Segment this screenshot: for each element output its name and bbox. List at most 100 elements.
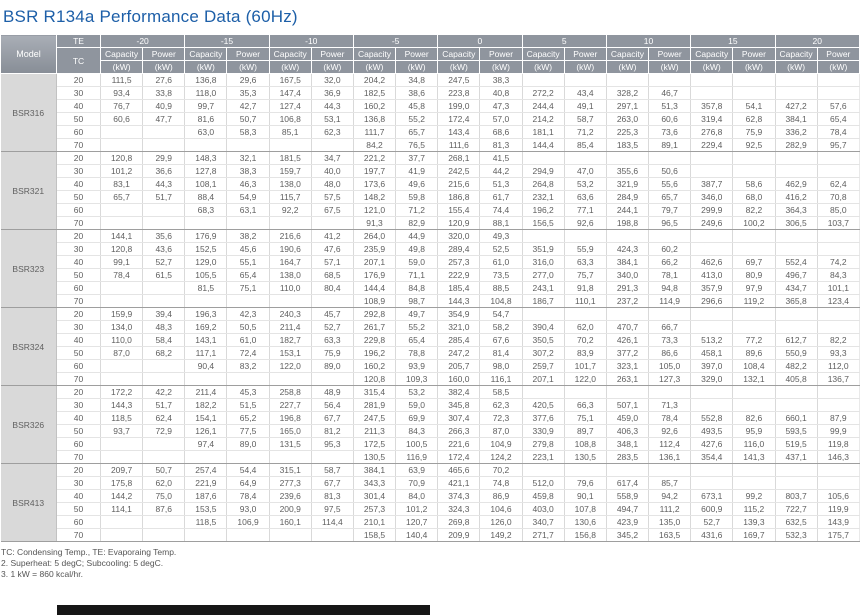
capacity-cell: 87,0 bbox=[100, 346, 144, 360]
temp-header: -15 bbox=[184, 34, 270, 48]
power-cell: 58,7 bbox=[564, 112, 607, 126]
power-cell: 139,3 bbox=[732, 515, 776, 529]
power-cell: 54,1 bbox=[732, 99, 776, 113]
power-cell: 29,9 bbox=[142, 151, 186, 165]
capacity-header: Capacity bbox=[521, 47, 565, 61]
power-header: Power bbox=[142, 47, 186, 61]
power-cell: 46,3 bbox=[226, 177, 270, 191]
capacity-cell: 345,8 bbox=[437, 398, 481, 412]
power-cell: 34,7 bbox=[311, 151, 354, 165]
power-cell bbox=[564, 385, 607, 399]
power-cell: 83,2 bbox=[226, 359, 270, 373]
capacity-cell: 264,8 bbox=[522, 177, 565, 191]
capacity-cell: 84,2 bbox=[353, 138, 397, 152]
power-header: Power bbox=[563, 47, 607, 61]
power-cell: 87,0 bbox=[479, 424, 523, 438]
power-cell bbox=[564, 151, 607, 165]
temp-header: 5 bbox=[521, 34, 607, 48]
capacity-cell bbox=[100, 515, 144, 529]
power-cell bbox=[817, 151, 860, 165]
capacity-cell: 424,3 bbox=[606, 242, 650, 256]
power-cell bbox=[311, 216, 354, 230]
capacity-cell: 211,3 bbox=[353, 424, 397, 438]
power-cell: 74,8 bbox=[479, 476, 523, 490]
capacity-cell: 136,8 bbox=[353, 112, 397, 126]
capacity-cell: 181,1 bbox=[522, 125, 565, 139]
table-row: 50 60,6 47,7 81,6 50,7 106,8 53,1 136,8 55,2 172,… bbox=[1, 112, 860, 126]
power-cell: 58,5 bbox=[479, 385, 523, 399]
power-cell: 55,2 bbox=[395, 320, 439, 334]
capacity-cell: 266,3 bbox=[437, 424, 481, 438]
capacity-cell: 173,6 bbox=[353, 177, 397, 191]
capacity-cell: 221,9 bbox=[184, 476, 228, 490]
capacity-cell: 382,4 bbox=[437, 385, 481, 399]
capacity-cell bbox=[690, 242, 734, 256]
tc-cell: 50 bbox=[56, 112, 101, 126]
capacity-cell: 258,8 bbox=[269, 385, 312, 399]
capacity-cell: 261,7 bbox=[353, 320, 397, 334]
power-cell: 75,9 bbox=[732, 125, 776, 139]
capacity-cell: 216,6 bbox=[269, 229, 312, 243]
power-cell: 146,3 bbox=[817, 450, 860, 464]
tc-cell: 40 bbox=[56, 99, 101, 113]
power-cell: 85,4 bbox=[564, 138, 607, 152]
capacity-cell: 144,2 bbox=[100, 489, 144, 503]
power-cell: 75,0 bbox=[142, 489, 186, 503]
power-cell: 50,7 bbox=[142, 463, 186, 477]
power-cell: 57,1 bbox=[311, 255, 354, 269]
capacity-cell: 160,1 bbox=[269, 515, 312, 529]
capacity-cell: 612,7 bbox=[775, 333, 818, 347]
capacity-cell: 164,7 bbox=[269, 255, 312, 269]
capacity-cell: 320,0 bbox=[437, 229, 481, 243]
capacity-cell: 384,1 bbox=[606, 255, 650, 269]
power-cell bbox=[817, 463, 860, 477]
capacity-cell bbox=[606, 307, 650, 321]
capacity-cell: 459,8 bbox=[522, 489, 565, 503]
capacity-cell: 600,9 bbox=[690, 502, 734, 516]
power-cell: 68,2 bbox=[142, 346, 186, 360]
power-cell: 108,8 bbox=[564, 437, 607, 451]
power-cell bbox=[142, 450, 186, 464]
capacity-cell: 329,0 bbox=[690, 372, 734, 386]
power-cell: 57,0 bbox=[479, 112, 523, 126]
power-cell: 78,8 bbox=[395, 346, 439, 360]
capacity-cell: 131,5 bbox=[269, 437, 312, 451]
power-cell: 32,0 bbox=[311, 73, 354, 87]
tc-cell: 20 bbox=[56, 229, 101, 243]
tc-cell: 20 bbox=[56, 151, 101, 165]
capacity-cell: 259,7 bbox=[522, 359, 565, 373]
tc-cell: 50 bbox=[56, 190, 101, 204]
capacity-cell: 120,8 bbox=[100, 242, 144, 256]
table-row: 70 158,5 140,4 209,9 149,2 271,7 156,8 345,2 163… bbox=[1, 528, 860, 542]
power-cell bbox=[817, 307, 860, 321]
capacity-cell: 315,4 bbox=[353, 385, 397, 399]
capacity-cell: 306,5 bbox=[775, 216, 818, 230]
unit-header: (kW) bbox=[395, 60, 439, 74]
capacity-cell: 147,4 bbox=[269, 86, 312, 100]
power-cell: 109,3 bbox=[395, 372, 439, 386]
capacity-header: Capacity bbox=[605, 47, 650, 61]
power-cell bbox=[226, 216, 270, 230]
capacity-cell: 182,5 bbox=[353, 86, 397, 100]
page-title: BSR R134a Performance Data (60Hz) bbox=[3, 7, 298, 26]
power-cell: 63,3 bbox=[311, 333, 354, 347]
capacity-cell: 63,0 bbox=[184, 125, 228, 139]
power-cell: 71,3 bbox=[648, 398, 692, 412]
capacity-cell: 138,0 bbox=[269, 177, 312, 191]
power-cell: 73,5 bbox=[479, 268, 523, 282]
unit-header: (kW) bbox=[648, 60, 692, 74]
power-cell bbox=[817, 476, 860, 490]
tc-cell: 50 bbox=[56, 346, 101, 360]
capacity-cell bbox=[269, 138, 312, 152]
capacity-cell bbox=[690, 476, 734, 490]
power-cell: 58,2 bbox=[479, 320, 523, 334]
power-cell: 52,5 bbox=[479, 242, 523, 256]
tc-cell: 20 bbox=[56, 307, 101, 321]
capacity-cell: 343,3 bbox=[353, 476, 397, 490]
capacity-cell bbox=[606, 385, 650, 399]
capacity-cell: 465,6 bbox=[437, 463, 481, 477]
tc-cell: 40 bbox=[56, 411, 101, 425]
capacity-cell: 291,3 bbox=[606, 281, 650, 295]
capacity-cell: 148,3 bbox=[184, 151, 228, 165]
capacity-cell: 632,5 bbox=[775, 515, 818, 529]
